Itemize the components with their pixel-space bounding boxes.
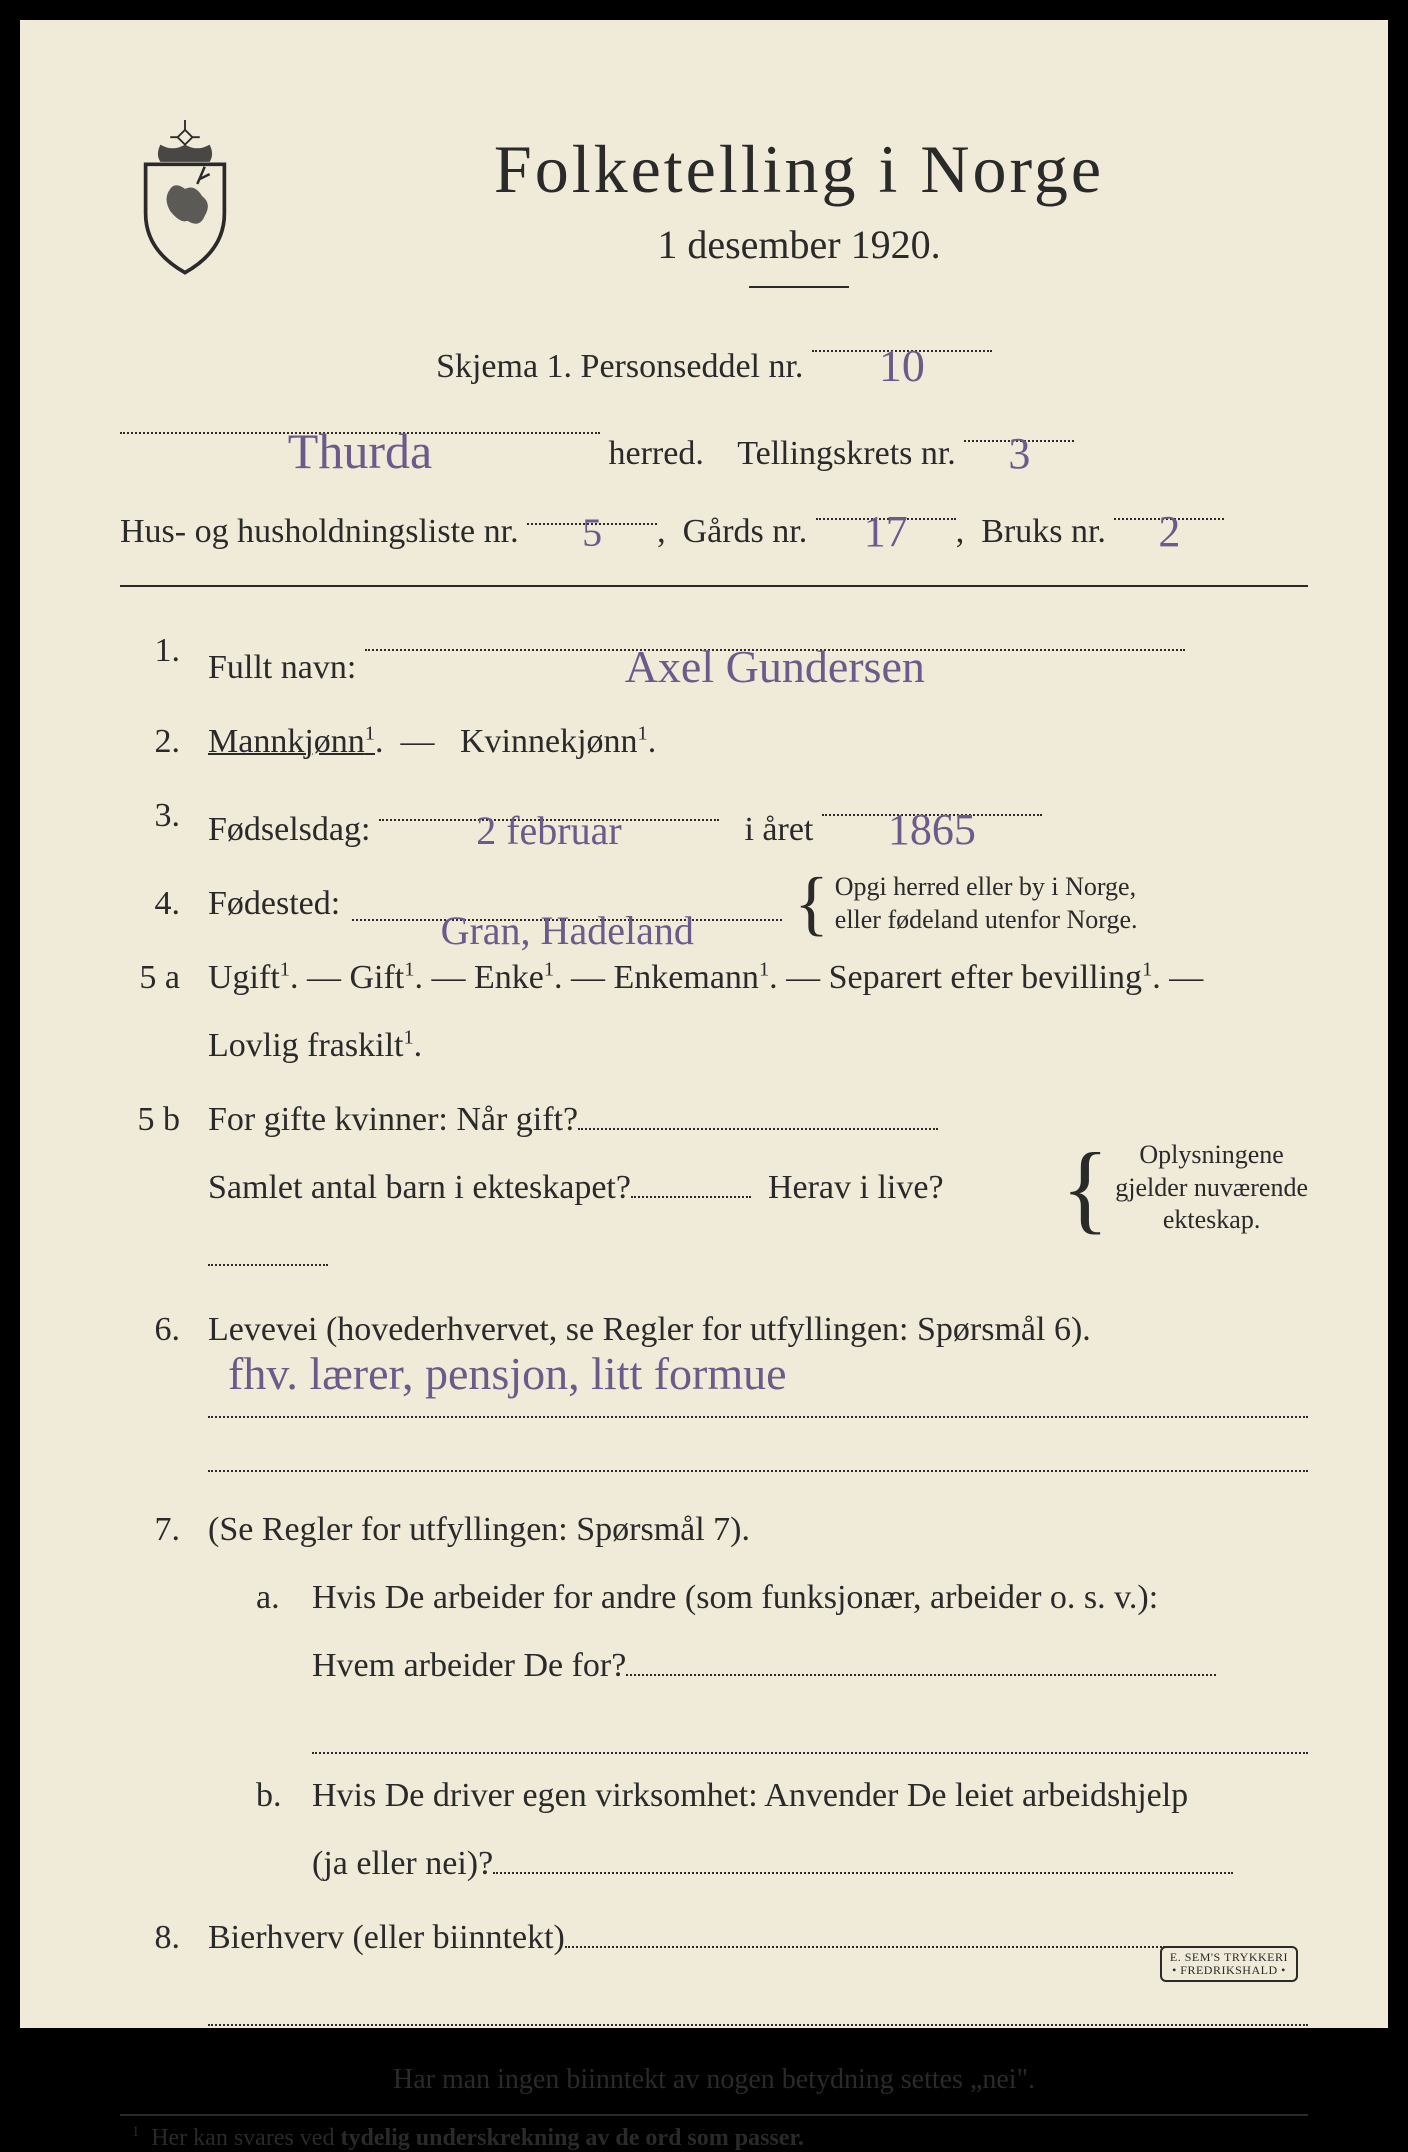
- herred-field: Thurda: [120, 400, 600, 434]
- q7a-l1: Hvis De arbeider for andre (som funksjon…: [312, 1564, 1308, 1632]
- q3-label: Fødselsdag:: [208, 811, 370, 848]
- footer-note: Har man ingen biinntekt av nogen betydni…: [120, 2064, 1308, 2096]
- q4-field: Gran, Hadeland: [352, 887, 782, 921]
- q6-num: 6.: [120, 1296, 180, 1480]
- title-date: 1 desember 1920.: [290, 221, 1308, 268]
- q7b-l1: Hvis De driver egen virksomhet: Anvender…: [312, 1762, 1308, 1830]
- q5a-opt-4: Separert efter bevilling1: [829, 959, 1153, 996]
- q4: 4. Fødested: Gran, Hadeland { Opgi herre…: [120, 870, 1308, 938]
- q2-kvinne: Kvinnekjønn1: [460, 723, 648, 760]
- q7b-l2: (ja eller nei)?: [312, 1830, 1308, 1898]
- q5b: 5 b For gifte kvinner: Når gift? Samlet …: [120, 1086, 1308, 1290]
- printer-stamp: E. SEM'S TRYKKERI • FREDRIKSHALD •: [1160, 1946, 1298, 1982]
- q6-body: Levevei (hovederhvervet, se Regler for u…: [208, 1296, 1308, 1480]
- q3-year-field: 1865: [822, 782, 1042, 816]
- q5b-note: { Oplysningenegjelder nuværendeekteskap.: [1061, 1139, 1308, 1237]
- q5a: 5 a Ugift1. — Gift1. — Enke1. — Enkemann…: [120, 944, 1308, 1080]
- tellingskrets-label: Tellingskrets nr.: [737, 435, 956, 472]
- q5b-num: 5 b: [120, 1086, 180, 1290]
- q6: 6. Levevei (hovederhvervet, se Regler fo…: [120, 1296, 1308, 1480]
- q6-field-2: [208, 1438, 1308, 1472]
- herred-label: herred.: [609, 435, 704, 472]
- q7-label: (Se Regler for utfyllingen: Spørsmål 7).: [208, 1511, 750, 1548]
- q1: 1. Fullt navn: Axel Gundersen: [120, 617, 1308, 702]
- herred-value: Thurda: [288, 404, 432, 499]
- q1-num: 1.: [120, 617, 180, 702]
- q1-label: Fullt navn:: [208, 649, 356, 686]
- bruks-value: 2: [1158, 490, 1180, 574]
- q5a-num: 5 a: [120, 944, 180, 1080]
- meta-row-1: Skjema 1. Personseddel nr. 10: [120, 318, 1308, 400]
- q3-day-value: 2 februar: [476, 791, 621, 871]
- q4-body: Fødested: Gran, Hadeland { Opgi herred e…: [208, 870, 1308, 938]
- bruks-field: 2: [1114, 486, 1224, 520]
- title-rule: [749, 286, 849, 288]
- title-block: Folketelling i Norge 1 desember 1920.: [290, 120, 1308, 288]
- q8-label: Bierhverv (eller biinntekt): [208, 1919, 565, 1956]
- personseddel-field: 10: [812, 318, 992, 352]
- schema-label: Skjema 1. Personseddel nr.: [436, 348, 803, 385]
- q7b: b. Hvis De driver egen virksomhet: Anven…: [208, 1762, 1308, 1898]
- q7a-field: [312, 1720, 1308, 1754]
- questions: 1. Fullt navn: Axel Gundersen 2. Mannkjø…: [120, 617, 1308, 2034]
- q6-value: fhv. lærer, pensjon, litt formue: [228, 1328, 787, 1420]
- q7a-l2: Hvem arbeider De for?: [312, 1632, 1308, 1700]
- q3-num: 3.: [120, 782, 180, 864]
- header: Folketelling i Norge 1 desember 1920.: [120, 120, 1308, 288]
- gards-field: 17: [816, 486, 956, 520]
- q4-value: Gran, Hadeland: [441, 891, 694, 971]
- q2: 2. Mannkjønn1. — Kvinnekjønn1.: [120, 708, 1308, 776]
- q5b-line1: For gifte kvinner: Når gift?: [208, 1086, 1045, 1154]
- divider: [120, 585, 1308, 587]
- document-page: Folketelling i Norge 1 desember 1920. Sk…: [20, 20, 1388, 2028]
- q5b-line2: Samlet antal barn i ekteskapet? Herav i …: [208, 1154, 1045, 1290]
- gards-label: Gårds nr.: [683, 513, 808, 550]
- bruks-label: Bruks nr.: [981, 513, 1106, 550]
- q4-label: Fødested:: [208, 870, 340, 938]
- q7a: a. Hvis De arbeider for andre (som funks…: [208, 1564, 1308, 1762]
- husliste-field: 5: [527, 491, 657, 525]
- q7b-letter: b.: [256, 1762, 290, 1898]
- personseddel-value: 10: [879, 322, 925, 409]
- q4-num: 4.: [120, 870, 180, 938]
- q8: 8. Bierhverv (eller biinntekt): [120, 1904, 1308, 2034]
- q3-body: Fødselsdag: 2 februar i året 1865: [208, 782, 1308, 864]
- tellingskrets-value: 3: [1008, 412, 1030, 496]
- husliste-label: Hus- og husholdningsliste nr.: [120, 513, 519, 550]
- q5a-body: Ugift1. — Gift1. — Enke1. — Enkemann1. —…: [208, 944, 1308, 1080]
- q1-field: Axel Gundersen: [365, 617, 1185, 651]
- q5a-opt-5: Lovlig fraskilt1: [208, 1027, 414, 1064]
- q7a-letter: a.: [256, 1564, 290, 1762]
- q1-value: Axel Gundersen: [625, 621, 925, 713]
- q5a-opt-0: Ugift1: [208, 959, 290, 996]
- q6-field-1: fhv. lærer, pensjon, litt formue: [208, 1384, 1308, 1418]
- q7-num: 7.: [120, 1496, 180, 1898]
- meta-block: Skjema 1. Personseddel nr. 10 Thurda her…: [120, 318, 1308, 565]
- husliste-value: 5: [582, 495, 602, 571]
- gards-value: 17: [864, 490, 908, 574]
- q8-body: Bierhverv (eller biinntekt): [208, 1904, 1308, 2034]
- meta-row-2: Thurda herred. Tellingskrets nr. 3: [120, 400, 1308, 487]
- meta-row-3: Hus- og husholdningsliste nr. 5, Gårds n…: [120, 486, 1308, 565]
- q8-field: [208, 1992, 1308, 2026]
- q3-day-field: 2 februar: [379, 787, 719, 821]
- q4-note: { Opgi herred eller by i Norge,eller fød…: [794, 871, 1137, 936]
- q2-body: Mannkjønn1. — Kvinnekjønn1.: [208, 708, 1308, 776]
- tellingskrets-field: 3: [964, 408, 1074, 442]
- q1-body: Fullt navn: Axel Gundersen: [208, 617, 1308, 702]
- q5a-opt-1: Gift1: [349, 959, 414, 996]
- q3: 3. Fødselsdag: 2 februar i året 1865: [120, 782, 1308, 864]
- q3-year-label: i året: [744, 811, 813, 848]
- q5b-body: For gifte kvinner: Når gift? Samlet anta…: [208, 1086, 1308, 1290]
- coat-of-arms-icon: [120, 120, 250, 280]
- footnote: 1 Her kan svares ved tydelig underskrekn…: [120, 2124, 1308, 2152]
- title-main: Folketelling i Norge: [290, 130, 1308, 209]
- q3-year-value: 1865: [888, 786, 976, 874]
- q8-num: 8.: [120, 1904, 180, 2034]
- q2-num: 2.: [120, 708, 180, 776]
- footnote-rule: [120, 2114, 1308, 2116]
- q7: 7. (Se Regler for utfyllingen: Spørsmål …: [120, 1496, 1308, 1898]
- q2-mann: Mannkjønn1: [208, 723, 375, 760]
- q7-body: (Se Regler for utfyllingen: Spørsmål 7).…: [208, 1496, 1308, 1898]
